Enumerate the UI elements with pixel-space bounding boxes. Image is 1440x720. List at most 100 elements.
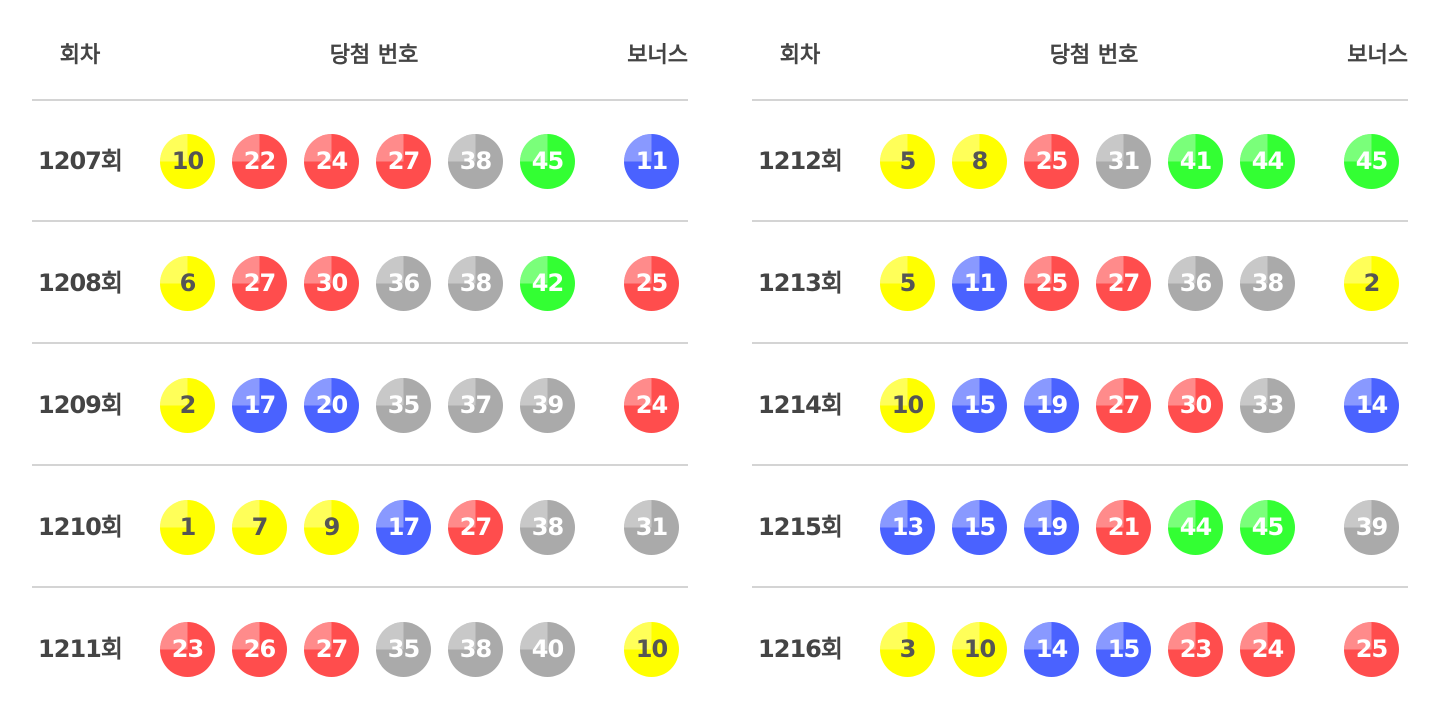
row-divider <box>32 586 688 588</box>
ball-number: 19 <box>1035 513 1068 541</box>
number-ball: 40 <box>520 622 575 677</box>
table-row: 1208회 6 27 30 36 38 42 25 <box>32 222 688 344</box>
table-row: 1214회 10 15 19 27 30 33 14 <box>752 344 1408 466</box>
number-ball: 10 <box>160 134 215 189</box>
round-label: 1207회 <box>38 147 123 175</box>
ball-number: 2 <box>179 391 197 419</box>
ball-number: 14 <box>1355 391 1388 419</box>
ball-number: 40 <box>531 635 564 663</box>
number-ball: 27 <box>448 500 503 555</box>
ball-number: 33 <box>1251 391 1284 419</box>
ball-number: 7 <box>251 513 269 541</box>
number-ball: 2 <box>160 378 215 433</box>
ball-number: 38 <box>1251 269 1284 297</box>
header-bonus: 보너스 <box>627 43 688 68</box>
number-ball: 7 <box>232 500 287 555</box>
ball-number: 30 <box>315 269 348 297</box>
number-ball: 38 <box>448 256 503 311</box>
ball-number: 42 <box>531 269 564 297</box>
ball-number: 10 <box>963 635 996 663</box>
ball-number: 37 <box>459 391 492 419</box>
bonus-ball: 24 <box>624 378 679 433</box>
number-ball: 38 <box>448 622 503 677</box>
ball-number: 38 <box>459 635 492 663</box>
number-ball: 27 <box>304 622 359 677</box>
table-row: 1209회 2 17 20 35 37 39 24 <box>32 344 688 466</box>
lotto-results-table-right: 회차 당첨 번호 보너스 1212회 5 8 25 31 41 44 45 1213회 5 11 25… <box>752 0 1408 720</box>
number-ball: 26 <box>232 622 287 677</box>
row-divider <box>752 464 1408 466</box>
ball-number: 9 <box>323 513 341 541</box>
ball-number: 38 <box>459 269 492 297</box>
number-ball: 35 <box>376 378 431 433</box>
number-ball: 14 <box>1024 622 1079 677</box>
header-round: 회차 <box>779 43 821 68</box>
ball-number: 14 <box>1035 635 1068 663</box>
table-row: 1215회 13 15 19 21 44 45 39 <box>752 466 1408 588</box>
number-ball: 27 <box>1096 378 1151 433</box>
ball-number: 17 <box>387 513 420 541</box>
number-ball: 17 <box>232 378 287 433</box>
number-ball: 15 <box>952 500 1007 555</box>
round-label: 1210회 <box>38 513 123 541</box>
ball-number: 11 <box>635 147 668 175</box>
row-divider <box>752 586 1408 588</box>
number-ball: 27 <box>1096 256 1151 311</box>
number-ball: 8 <box>952 134 1007 189</box>
ball-number: 31 <box>1107 147 1140 175</box>
bonus-ball: 25 <box>624 256 679 311</box>
number-ball: 25 <box>1024 134 1079 189</box>
number-ball: 35 <box>376 622 431 677</box>
number-ball: 25 <box>1024 256 1079 311</box>
ball-number: 45 <box>1251 513 1284 541</box>
number-ball: 15 <box>1096 622 1151 677</box>
ball-number: 23 <box>171 635 204 663</box>
round-label: 1215회 <box>758 513 843 541</box>
ball-number: 27 <box>387 147 420 175</box>
number-ball: 10 <box>952 622 1007 677</box>
row-divider <box>752 342 1408 344</box>
ball-number: 10 <box>891 391 924 419</box>
ball-number: 45 <box>531 147 564 175</box>
ball-number: 17 <box>243 391 276 419</box>
ball-number: 36 <box>1179 269 1212 297</box>
ball-number: 2 <box>1363 269 1381 297</box>
number-ball: 5 <box>880 256 935 311</box>
number-ball: 44 <box>1240 134 1295 189</box>
number-ball: 15 <box>952 378 1007 433</box>
ball-number: 39 <box>1355 513 1388 541</box>
ball-number: 39 <box>531 391 564 419</box>
header-bonus: 보너스 <box>1347 43 1408 68</box>
ball-number: 22 <box>243 147 276 175</box>
number-ball: 23 <box>160 622 215 677</box>
number-ball: 42 <box>520 256 575 311</box>
ball-number: 45 <box>1355 147 1388 175</box>
number-ball: 36 <box>1168 256 1223 311</box>
number-ball: 27 <box>376 134 431 189</box>
round-label: 1211회 <box>38 635 123 663</box>
number-ball: 37 <box>448 378 503 433</box>
number-ball: 1 <box>160 500 215 555</box>
number-ball: 10 <box>880 378 935 433</box>
ball-number: 38 <box>531 513 564 541</box>
number-ball: 21 <box>1096 500 1151 555</box>
header-round: 회차 <box>59 43 101 68</box>
ball-number: 31 <box>635 513 668 541</box>
ball-number: 21 <box>1107 513 1140 541</box>
ball-number: 15 <box>963 513 996 541</box>
number-ball: 38 <box>1240 256 1295 311</box>
table-row: 1210회 1 7 9 17 27 38 31 <box>32 466 688 588</box>
ball-number: 36 <box>387 269 420 297</box>
header-divider <box>752 99 1408 101</box>
bonus-ball: 45 <box>1344 134 1399 189</box>
table-row: 1211회 23 26 27 35 38 40 10 <box>32 588 688 710</box>
ball-number: 44 <box>1179 513 1212 541</box>
ball-number: 11 <box>963 269 996 297</box>
row-divider <box>32 342 688 344</box>
number-ball: 5 <box>880 134 935 189</box>
ball-number: 24 <box>1251 635 1284 663</box>
number-ball: 6 <box>160 256 215 311</box>
number-ball: 9 <box>304 500 359 555</box>
round-label: 1212회 <box>758 147 843 175</box>
bonus-ball: 11 <box>624 134 679 189</box>
